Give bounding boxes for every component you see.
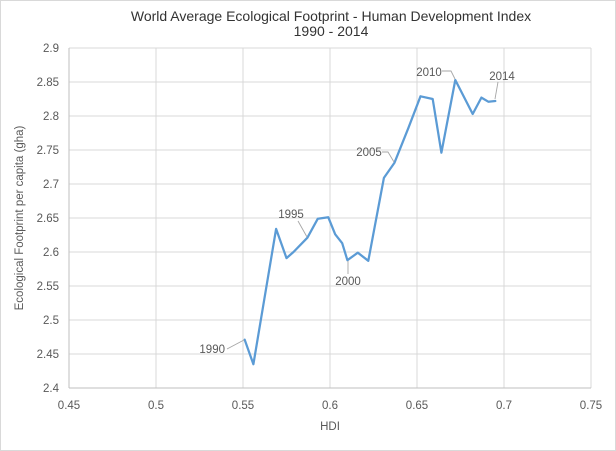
annotation-label: 2014 (489, 71, 515, 83)
y-tick-label: 2.4 (43, 383, 60, 395)
y-tick-label: 2.9 (43, 43, 59, 55)
x-tick-label: 0.6 (322, 400, 338, 412)
y-tick-label: 2.55 (37, 281, 59, 293)
x-tick-label: 0.45 (58, 400, 80, 412)
y-tick-label: 2.7 (43, 179, 59, 191)
annotation-leader-line (494, 81, 499, 100)
annotation-leader-line (297, 220, 308, 238)
annotation-leader-line (382, 151, 395, 163)
x-axis-title: HDI (320, 421, 340, 433)
x-tick-label: 0.75 (580, 400, 602, 412)
x-tick-label: 0.7 (496, 400, 512, 412)
annotation-leader-line (226, 339, 245, 350)
data-series-line (243, 78, 497, 366)
x-tick-label: 0.5 (148, 400, 164, 412)
annotation-label: 2000 (335, 276, 361, 288)
y-tick-label: 2.75 (37, 145, 59, 157)
chart-title: World Average Ecological Footprint - Hum… (130, 8, 532, 24)
annotation-label: 2010 (416, 67, 442, 79)
annotation-label: 2005 (356, 147, 382, 159)
chart-title-block: World Average Ecological Footprint - Hum… (131, 9, 531, 39)
annotation-leader-line (442, 70, 456, 80)
y-tick-label: 2.85 (37, 77, 59, 89)
chart-subtitle: 1990 - 2014 (293, 23, 369, 39)
annotation-label: 1995 (278, 209, 304, 221)
y-tick-label: 2.45 (37, 349, 59, 361)
y-axis-title: Ecological Footprint per capita (gha) (14, 125, 26, 310)
x-tick-label: 0.65 (406, 400, 428, 412)
y-tick-label: 2.65 (37, 213, 59, 225)
x-tick-label: 0.55 (232, 400, 254, 412)
annotation-label: 1990 (199, 344, 225, 356)
y-tick-label: 2.5 (43, 315, 59, 327)
y-tick-label: 2.6 (43, 247, 59, 259)
y-tick-label: 2.8 (43, 111, 59, 123)
